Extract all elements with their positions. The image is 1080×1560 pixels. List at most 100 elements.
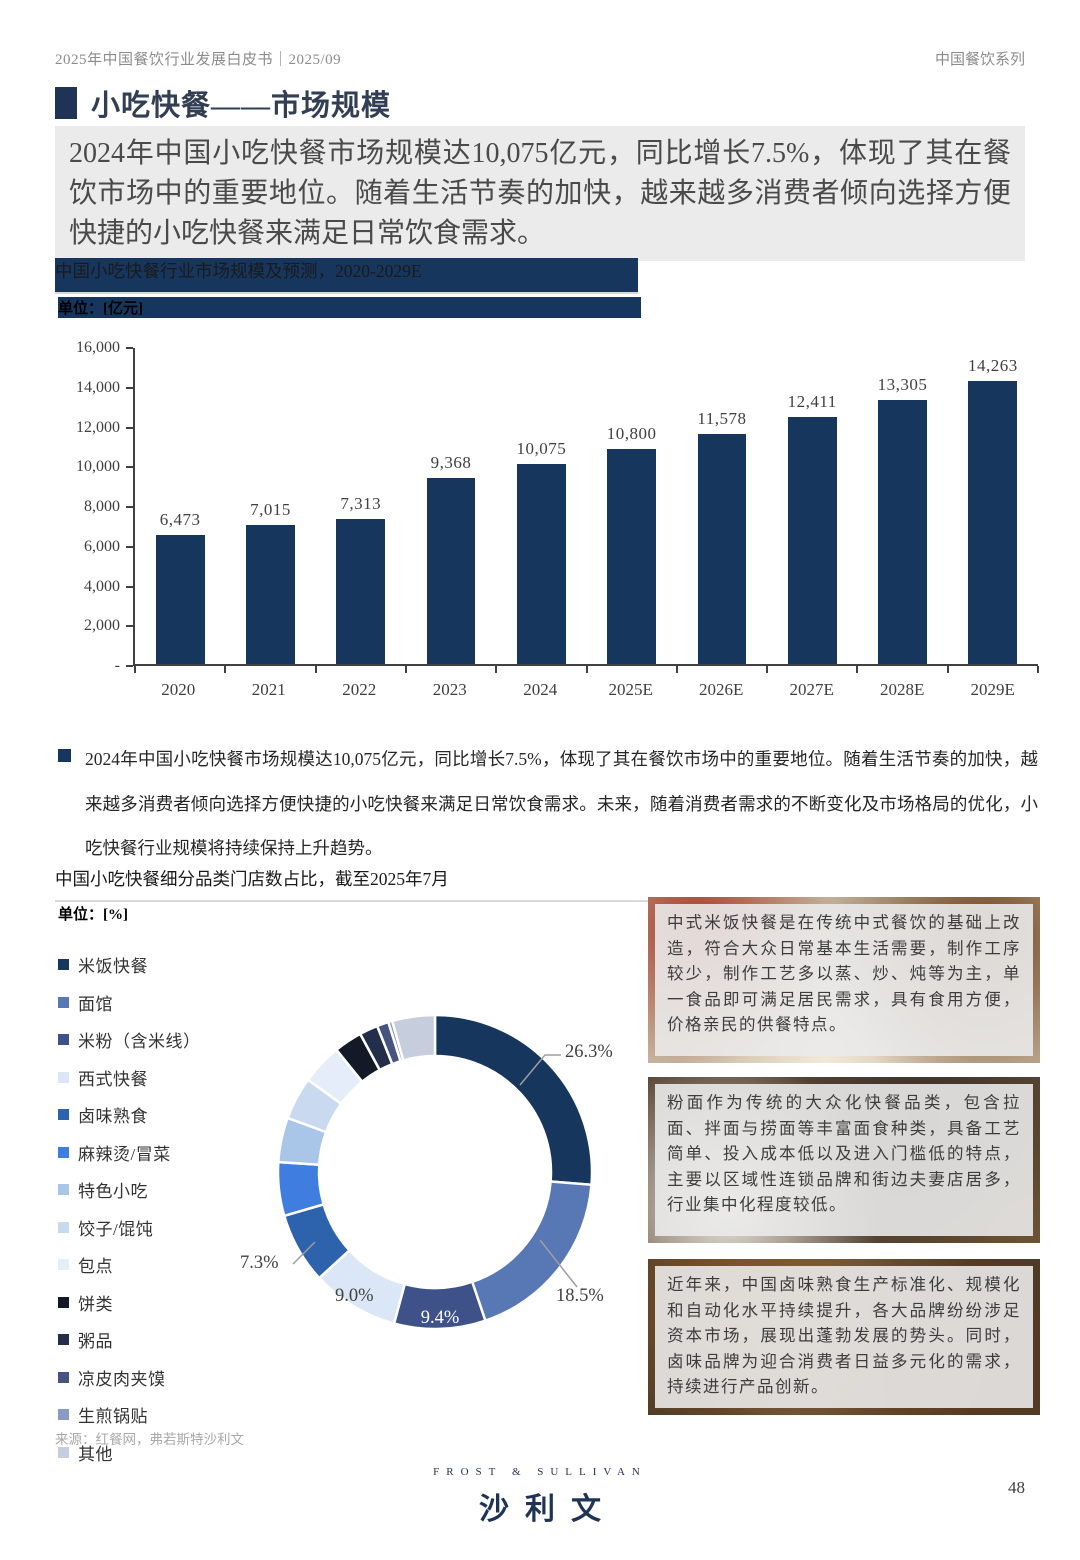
x-axis-tick-label: 2028E [880,680,925,699]
bar-column-2023: 9,368 [406,348,496,664]
title-accent-square [55,87,77,119]
bar-value-label: 10,800 [606,424,657,444]
bar [968,380,1018,664]
legend-item: 麻辣烫/冒菜 [58,1140,201,1165]
bar-value-label: 12,411 [787,392,837,412]
legend-color-chip [58,1184,69,1195]
info-box-rice-fastfood: 中式米饭快餐是在传统中式餐饮的基础上改造，符合大众日常基本生活需要，制作工序较少… [648,897,1040,1063]
bar-column-2029E: 14,263 [948,348,1038,664]
legend-item: 米粉（含米线） [58,1027,201,1052]
x-axis-tick-label: 2027E [789,680,834,699]
donut-chart: 26.3% 18.5% 9.4% 9.0% 7.3% [235,1000,635,1370]
bar [787,417,837,664]
y-axis-tick-label: 6,000 [84,537,120,555]
donut-chart-svg [276,1013,594,1331]
bar [607,449,656,664]
donut-slice-其他 [390,1013,437,1062]
bar-chart: 6,473 7,015 7,313 9,368 10,075 10,800 11,578 12… [55,330,1040,708]
x-axis-tick-label: 2025E [608,680,653,699]
frost-sullivan-logo-en: FROST & SULLIVAN [433,1466,647,1478]
summary-bullet-text: 2024年中国小吃快餐市场规模达10,075亿元，同比增长7.5%，体现了其在餐… [85,749,1038,859]
legend-item: 饺子/馄饨 [58,1215,201,1240]
donut-chart-title: 中国小吃快餐细分品类门店数占比，截至2025年7月 [55,866,1040,902]
page-title: 小吃快餐——市场规模 [91,90,392,122]
legend-color-chip [58,1334,69,1345]
donut-percent-label-西式快餐: 9.0% [335,1286,374,1306]
x-axis-tick [766,666,769,673]
bar-chart-plot: 6,473 7,015 7,313 9,368 10,075 10,800 11,578 12… [133,348,1039,673]
bar-value-label: 13,305 [877,374,928,394]
donut-percent-label-米饭快餐: 26.3% [565,1042,613,1062]
x-axis-tick [1037,666,1039,673]
y-axis-tick [126,506,133,508]
key-takeaway-banner: 2024年中国小吃快餐市场规模达10,075亿元，同比增长7.5%，体现了其在餐… [55,126,1025,262]
bar [878,399,927,664]
x-axis-tick-label: 2022 [342,680,377,699]
y-axis-tick [126,585,133,588]
bar [516,463,566,664]
legend-color-chip [58,1034,69,1045]
y-axis-tick [126,545,133,548]
bar-column-2026E: 11,578 [677,348,767,664]
info-box-braised-food: 近年来，中国卤味熟食生产标准化、规模化和自动化水平持续提升，各大品牌纷纷涉足资本… [648,1259,1040,1415]
x-axis-tick [224,666,227,673]
bar-value-label: 14,263 [967,355,1018,375]
x-axis-tick [675,666,678,673]
bullet-square-icon [58,749,71,762]
donut-slice-米饭快餐 [433,1013,594,1187]
legend-item: 生煎锅贴 [58,1402,201,1427]
bar [336,518,386,664]
bar-value-label: 11,578 [697,408,747,428]
bar-chart-x-axis: 2020 2021 2022 2023 2024 2025E 2026E 2027E 2028E… [133,680,1038,700]
bar-value-label: 9,368 [430,452,472,472]
legend-label: 其他 [78,1444,113,1464]
section-title-row: 小吃快餐——市场规模 [55,82,391,124]
y-axis-tick [126,426,133,429]
legend-item: 其他 [58,1440,201,1465]
legend-item: 卤味熟食 [58,1102,201,1127]
info-box-noodles: 粉面作为传统的大众化快餐品类，包含拉面、拌面与捞面等丰富面食种类，具备工艺简单、… [648,1077,1040,1243]
legend-item: 米饭快餐 [58,952,201,977]
legend-label: 生煎锅贴 [78,1407,148,1426]
bar [246,524,295,664]
y-axis-tick-label: 4,000 [84,577,120,595]
legend-label: 特色小吃 [78,1182,148,1201]
bar [155,535,205,664]
x-axis-tick-label: 2020 [161,680,196,699]
donut-leader-line [292,1241,316,1265]
bar-value-label: 6,473 [159,510,201,530]
x-axis-tick [585,666,588,673]
donut-percent-label-米粉（含米线）: 9.4% [420,1308,460,1328]
source-note: 来源：红餐网，弗若斯特沙利文 [55,1432,244,1447]
y-axis-tick [126,347,133,349]
donut-legend: 米饭快餐 面馆 米粉（含米线） 西式快餐 卤味熟食 麻辣烫/冒菜 特色小吃 饺子/馄饨 包点 饼类… [58,952,201,1477]
legend-color-chip [58,1259,69,1270]
y-axis-tick-label: 2,000 [84,617,120,635]
x-axis-tick [946,666,949,673]
y-axis-tick-label: 16,000 [76,339,120,356]
y-axis-tick-label: 14,000 [76,378,120,396]
bar-column-2024: 10,075 [496,348,586,664]
legend-color-chip [58,959,69,970]
legend-label: 麻辣烫/冒菜 [78,1144,171,1164]
bar-value-label: 10,075 [516,438,567,458]
bar-column-2025E: 10,800 [586,348,676,664]
bar-value-label: 7,313 [340,493,382,513]
page-number: 48 [1008,1478,1025,1497]
x-axis-tick [404,666,407,673]
x-axis-tick [314,666,317,673]
info-box-noodles-text: 粉面作为传统的大众化快餐品类，包含拉面、拌面与捞面等丰富面食种类，具备工艺简单、… [655,1084,1033,1236]
info-box-braised-text: 近年来，中国卤味熟食生产标准化、规模化和自动化水平持续提升，各大品牌纷纷涉足资本… [655,1266,1033,1408]
header-right-text: 中国餐饮系列 [934,52,1025,68]
legend-label: 卤味熟食 [78,1107,148,1126]
bar-column-2028E: 13,305 [857,348,947,664]
legend-label: 米饭快餐 [78,957,148,976]
legend-color-chip [58,1146,69,1158]
x-axis-tick-label: 2029E [970,680,1015,699]
legend-item: 面馆 [58,990,201,1015]
donut-leader-line [519,1054,561,1086]
donut-percent-label-面馆: 18.5% [556,1286,604,1306]
x-axis-tick [495,666,498,673]
bar-column-2020: 6,473 [135,348,225,664]
legend-label: 饼类 [78,1294,113,1314]
